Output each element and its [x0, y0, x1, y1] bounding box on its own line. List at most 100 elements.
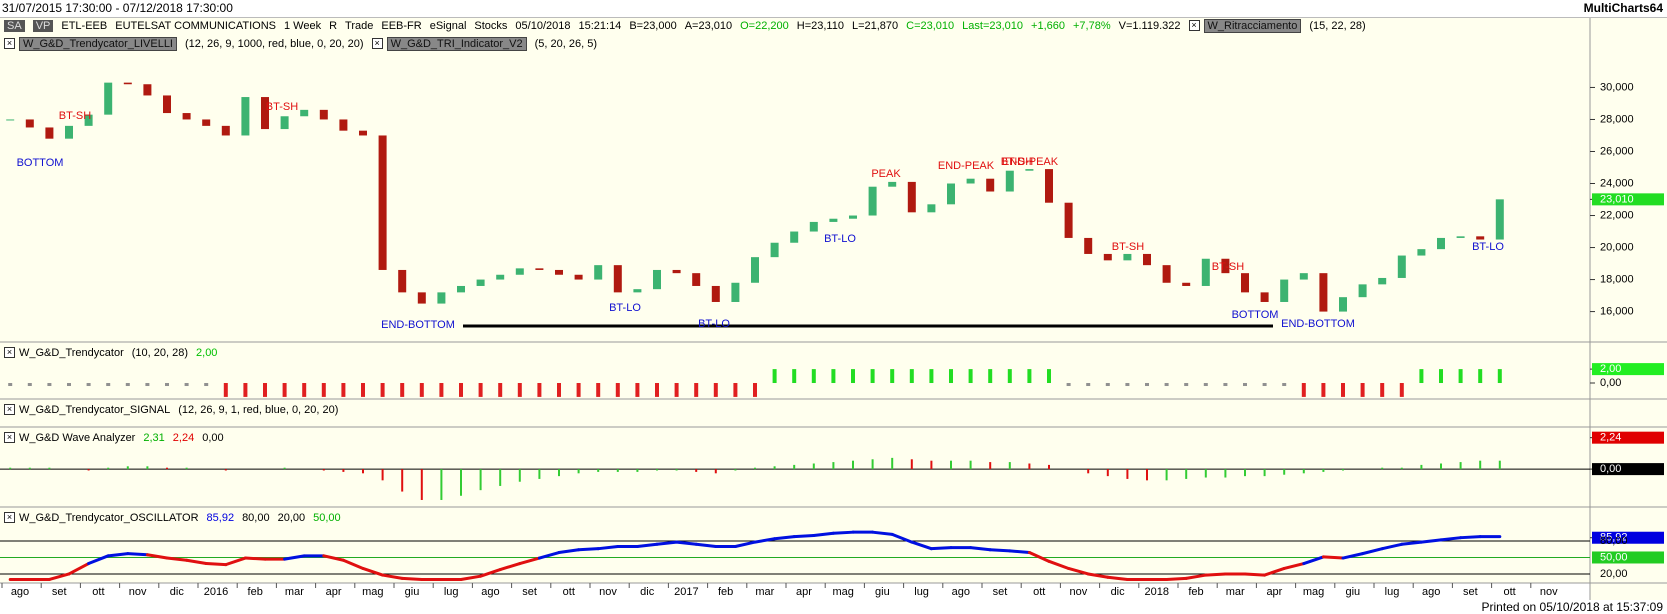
trend-bar	[811, 369, 816, 384]
toolbar-item: +1,660	[1031, 19, 1065, 32]
candle	[84, 114, 93, 126]
trend-bar	[557, 383, 561, 397]
oscillator-segment	[1419, 538, 1443, 544]
candle	[711, 285, 720, 302]
y-tick-label: 2,24	[1600, 432, 1621, 444]
trend-bar	[831, 369, 836, 384]
x-tick-label: feb	[248, 586, 263, 598]
candle	[1025, 169, 1034, 171]
close-button[interactable]: ×	[371, 38, 383, 49]
annotation: BT-SH	[1001, 156, 1033, 168]
candle	[907, 181, 916, 213]
close-button[interactable]: ×	[4, 432, 15, 443]
toolbar-item[interactable]: W_Ritracciamento	[1203, 18, 1302, 33]
trend-bar	[1282, 383, 1287, 387]
oscillator-segment	[596, 544, 620, 551]
x-tick-label: giu	[875, 586, 890, 598]
trend-bar	[988, 369, 993, 384]
panel-label: W_G&D_Trendycator_OSCILLATOR	[19, 511, 199, 524]
toolbar-item: V=1.119.322	[1118, 19, 1181, 32]
toolbar-item[interactable]: W_G&D_Trendycator_LIVELLI	[19, 36, 177, 51]
date-range: 31/07/2015 17:30:00 - 07/12/2018 17:30:0…	[2, 1, 233, 15]
toolbar-item[interactable]: SA	[4, 19, 25, 32]
x-tick-label: ott	[92, 586, 104, 598]
trend-bar	[870, 369, 875, 384]
candle	[202, 119, 211, 126]
oscillator-segment	[1243, 572, 1267, 577]
oscillator-segment	[322, 554, 345, 562]
oscillator-segment	[106, 552, 130, 558]
close-button[interactable]: ×	[4, 38, 15, 49]
trend-bar	[615, 383, 620, 397]
chart: 30,000 28,000 26,000 24,000 22,000 20,000 18,0…	[0, 17, 1667, 600]
candle	[457, 285, 465, 293]
close-button[interactable]: ×	[4, 404, 15, 415]
x-tick-label: lug	[1385, 586, 1400, 598]
value-badge	[1592, 431, 1664, 444]
candle	[261, 97, 269, 130]
panel-label: 80,00	[242, 511, 270, 524]
x-tick-label: dic	[170, 586, 185, 598]
trend-bar	[263, 383, 267, 397]
oscillator-segment	[1321, 555, 1345, 560]
panel-label: 2,24	[172, 431, 195, 444]
panel-header: × W_G&D_Trendycator_OSCILLATOR 85,92 80,00 2…	[4, 509, 349, 526]
oscillator-segment	[1302, 555, 1325, 566]
candle	[1378, 277, 1387, 285]
candle	[1162, 265, 1171, 283]
y-tick-label: 0,00	[1600, 377, 1621, 389]
trend-bar	[145, 383, 150, 387]
candle	[65, 125, 73, 139]
oscillator-segment	[1459, 535, 1482, 540]
x-tick-label: set	[1463, 586, 1478, 598]
y-tick-label: 85,92	[1600, 532, 1628, 544]
annotation: END-PEAK	[938, 160, 995, 172]
oscillator-segment	[773, 535, 796, 541]
oscillator-segment	[145, 553, 169, 560]
close-button[interactable]: ×	[1188, 20, 1200, 31]
x-tick-label: mag	[832, 586, 853, 598]
panel-label: 0,00	[202, 431, 224, 444]
trend-bar	[47, 383, 52, 387]
oscillator-segment	[47, 572, 71, 581]
toolbar-item: (5, 20, 26, 5)	[534, 37, 598, 50]
candle	[947, 183, 955, 205]
trend-bar	[1399, 383, 1404, 397]
oscillator-segment	[1204, 572, 1227, 577]
candle	[417, 292, 426, 304]
trend-bar	[890, 369, 895, 384]
toolbar-item: C=23,010	[906, 19, 955, 32]
candle	[182, 113, 191, 120]
candle	[672, 269, 681, 274]
oscillator-segment	[126, 552, 149, 557]
close-button[interactable]: ×	[4, 347, 15, 358]
trend-bar	[204, 383, 209, 387]
toolbar-item[interactable]: VP	[32, 19, 54, 32]
oscillator-segment	[1184, 573, 1208, 580]
oscillator-segment	[1361, 547, 1384, 556]
oscillator-segment	[969, 546, 992, 552]
close-button[interactable]: ×	[4, 512, 15, 523]
oscillator-segment	[165, 556, 189, 562]
candle	[339, 119, 348, 131]
candle	[829, 218, 838, 222]
trend-bar	[929, 369, 934, 384]
trend-bar	[596, 383, 601, 397]
y-tick-label: 50,00	[1600, 551, 1628, 563]
x-tick-label: set	[522, 586, 537, 598]
x-tick-label: mag	[1303, 586, 1324, 598]
candle	[1123, 253, 1132, 261]
annotation: BT-LO	[609, 302, 641, 314]
trend-bar	[223, 383, 228, 397]
panel-label: 20,00	[277, 511, 306, 524]
toolbar-item: +7,78%	[1072, 19, 1111, 32]
y-tick-label: 30,000	[1600, 81, 1634, 93]
toolbar-item[interactable]: W_G&D_TRI_Indicator_V2	[386, 36, 527, 51]
candle	[790, 231, 799, 243]
trend-bar	[106, 383, 111, 387]
annotation: END-BOTTOM	[381, 319, 455, 331]
panel-label: W_G&D_Trendycator	[19, 346, 124, 359]
candle	[633, 289, 642, 293]
trend-bar	[1223, 383, 1228, 387]
